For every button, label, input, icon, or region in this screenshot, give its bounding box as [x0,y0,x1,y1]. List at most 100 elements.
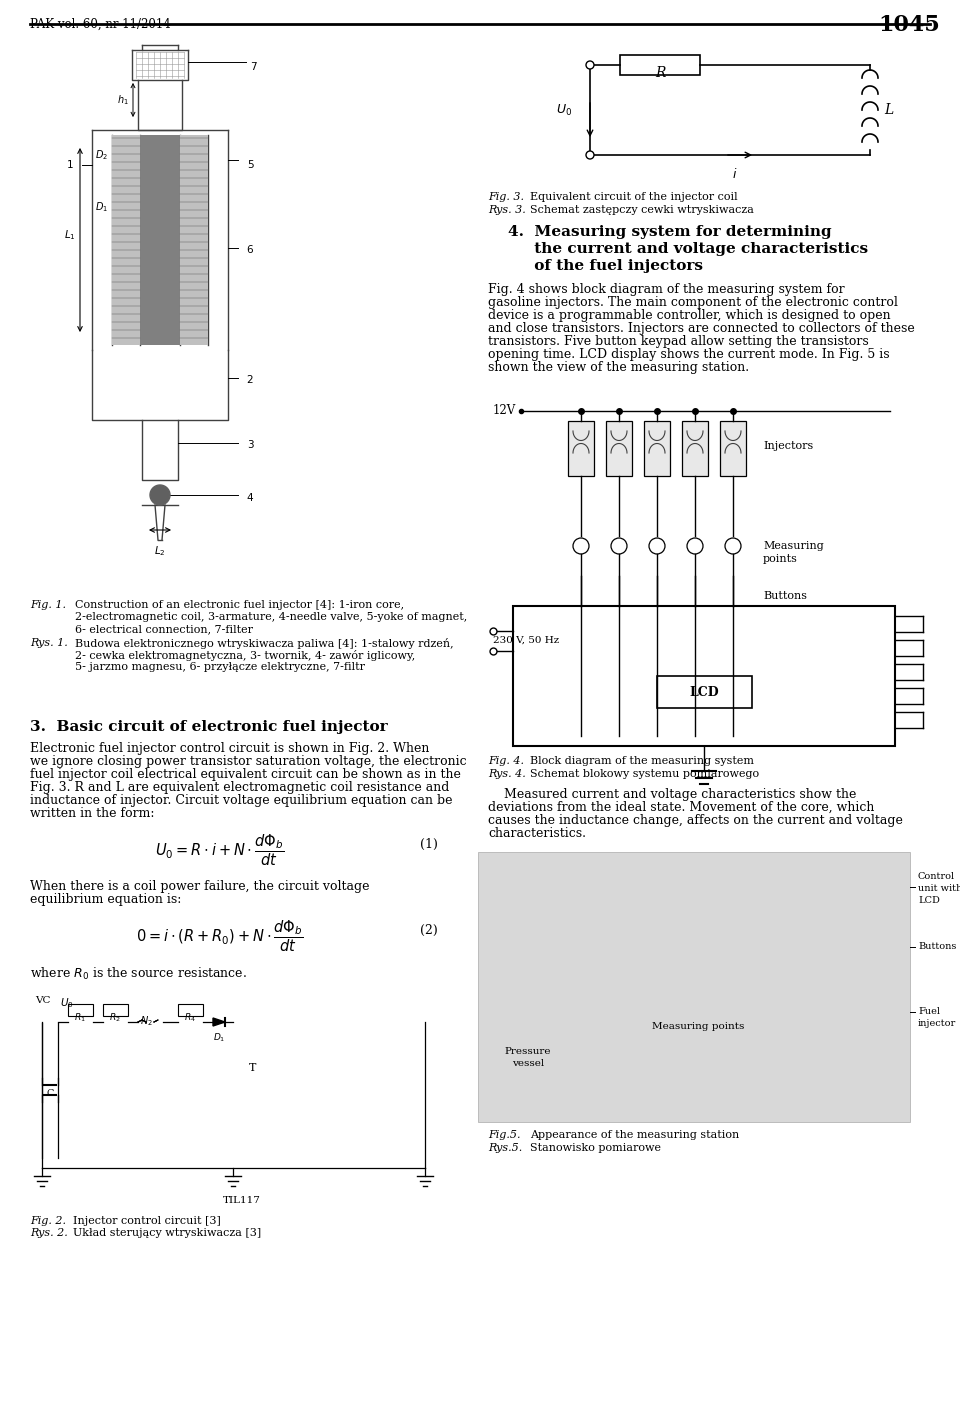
Text: $U_0$: $U_0$ [556,102,572,118]
Bar [682,421,708,476]
Text: Injectors: Injectors [763,441,813,451]
Text: TIL117: TIL117 [223,1196,261,1204]
Text: Rys.5.: Rys.5. [488,1143,522,1153]
Text: L: L [884,102,893,117]
Text: PAK vol. 60, nr 11/2014: PAK vol. 60, nr 11/2014 [30,18,171,31]
Text: $D_1$: $D_1$ [213,1031,226,1044]
Text: $L_1$: $L_1$ [64,228,76,242]
Text: Budowa elektronicznego wtryskiwacza paliwa [4]: 1-stalowy rdzeń,: Budowa elektronicznego wtryskiwacza pali… [75,638,454,648]
Circle shape [725,538,741,555]
Text: $N_2$: $N_2$ [139,1014,153,1028]
Text: T: T [250,1064,256,1074]
Text: inductance of injector. Circuit voltage equilibrium equation can be: inductance of injector. Circuit voltage … [30,793,452,808]
Bar [568,421,594,476]
Text: vessel: vessel [512,1059,544,1068]
Text: 3: 3 [247,439,253,449]
Text: Construction of an electronic fuel injector [4]: 1-iron core,: Construction of an electronic fuel injec… [75,600,404,610]
Text: 2- cewka elektromagnetyczna, 3- twornik, 4- zawór iglicowy,: 2- cewka elektromagnetyczna, 3- twornik,… [75,650,416,661]
Text: shown the view of the measuring station.: shown the view of the measuring station. [488,361,749,374]
Text: Fig.5.: Fig.5. [488,1130,520,1140]
Circle shape [687,538,703,555]
Text: written in the form:: written in the form: [30,808,155,820]
Text: 7: 7 [250,63,256,73]
Text: $R_1$: $R_1$ [74,1011,85,1024]
Polygon shape [213,1018,225,1027]
Bar [103,1004,128,1015]
Text: and close transistors. Injectors are connected to collectors of these: and close transistors. Injectors are con… [488,321,915,336]
Text: where $R_0$ is the source resistance.: where $R_0$ is the source resistance. [30,966,247,983]
Text: Measuring points: Measuring points [652,1022,744,1031]
Text: causes the inductance change, affects on the current and voltage: causes the inductance change, affects on… [488,813,902,828]
Text: $U_0 = R \cdot i + N \cdot \dfrac{d\Phi_b}{dt}$: $U_0 = R \cdot i + N \cdot \dfrac{d\Phi_… [156,832,285,867]
Text: 230 V, 50 Hz: 230 V, 50 Hz [493,636,560,646]
Text: $U_0$: $U_0$ [60,995,74,1010]
Text: 6- electrical connection, 7-filter: 6- electrical connection, 7-filter [75,624,253,634]
Bar [657,675,752,708]
Text: 1045: 1045 [878,14,940,36]
Text: Rys. 2.: Rys. 2. [30,1229,68,1239]
Text: VC: VC [35,995,51,1005]
Bar [180,135,208,346]
Bar [478,385,950,747]
Text: Fig. 2.: Fig. 2. [30,1216,66,1226]
Text: Rys. 1.: Rys. 1. [30,638,68,648]
Text: 2-electromagnetic coil, 3-armature, 4-needle valve, 5-yoke of magnet,: 2-electromagnetic coil, 3-armature, 4-ne… [75,611,468,621]
Text: Stanowisko pomiarowe: Stanowisko pomiarowe [530,1143,661,1153]
Bar [478,852,910,1122]
Text: Fig. 1.: Fig. 1. [30,600,66,610]
Text: 4: 4 [247,493,253,503]
Text: injector: injector [918,1020,956,1028]
Bar [620,55,700,75]
Circle shape [586,61,594,70]
Text: $0 = i \cdot \left(R + R_0\right) + N \cdot \dfrac{d\Phi_b}{dt}$: $0 = i \cdot \left(R + R_0\right) + N \c… [136,919,303,954]
Bar [720,421,746,476]
Text: gasoline injectors. The main component of the electronic control: gasoline injectors. The main component o… [488,296,898,309]
Text: Block diagram of the measuring system: Block diagram of the measuring system [530,757,754,766]
Text: unit with: unit with [918,884,960,893]
Text: equilibrium equation is:: equilibrium equation is: [30,893,181,906]
Text: 12V: 12V [493,404,516,417]
Text: (2): (2) [420,923,438,937]
Text: LCD: LCD [689,685,719,698]
Text: the current and voltage characteristics: the current and voltage characteristics [508,242,868,256]
Circle shape [649,538,665,555]
Text: Buttons: Buttons [918,941,956,951]
Text: Appearance of the measuring station: Appearance of the measuring station [530,1130,739,1140]
Text: Electronic fuel injector control circuit is shown in Fig. 2. When: Electronic fuel injector control circuit… [30,742,429,755]
Bar [112,135,140,346]
Text: $D_2$: $D_2$ [95,148,108,162]
Text: of the fuel injectors: of the fuel injectors [508,259,703,273]
Text: $h_1$: $h_1$ [117,92,129,107]
Text: 2: 2 [247,375,253,385]
Text: $i$: $i$ [732,166,737,181]
Text: Measured current and voltage characteristics show the: Measured current and voltage characteris… [488,788,856,801]
Text: When there is a coil power failure, the circuit voltage: When there is a coil power failure, the … [30,880,370,893]
Text: Układ sterujący wtryskiwacza [3]: Układ sterujący wtryskiwacza [3] [73,1229,261,1239]
Text: Fig. 4 shows block diagram of the measuring system for: Fig. 4 shows block diagram of the measur… [488,283,845,296]
Text: Equivalent circuit of the injector coil: Equivalent circuit of the injector coil [530,192,737,202]
Text: 4.  Measuring system for determining: 4. Measuring system for determining [508,225,831,239]
Text: deviations from the ideal state. Movement of the core, which: deviations from the ideal state. Movemen… [488,801,875,813]
Text: transistors. Five button keypad allow setting the transistors: transistors. Five button keypad allow se… [488,336,869,348]
Text: points: points [763,555,798,565]
Circle shape [586,151,594,159]
Text: R: R [655,65,665,80]
Text: C: C [46,1088,54,1098]
Text: Control: Control [918,872,955,882]
Text: Rys. 3.: Rys. 3. [488,205,526,215]
Text: 5- jarzmo magnesu, 6- przyłącze elektryczne, 7-filtr: 5- jarzmo magnesu, 6- przyłącze elektryc… [75,663,365,673]
Text: Schemat blokowy systemu pomiarowego: Schemat blokowy systemu pomiarowego [530,769,759,779]
Bar [68,1004,93,1015]
Text: Buttons: Buttons [763,592,807,602]
Text: $R_2$: $R_2$ [109,1011,121,1024]
Bar [178,1004,203,1015]
Text: characteristics.: characteristics. [488,828,586,840]
Text: Fig. 4.: Fig. 4. [488,757,524,766]
Text: 6: 6 [247,245,253,255]
Text: Fig. 3.: Fig. 3. [488,192,524,202]
Text: Pressure: Pressure [505,1047,551,1057]
Text: 1: 1 [66,161,73,171]
Text: LCD: LCD [918,896,940,904]
Text: fuel injector coil electrical equivalent circuit can be shown as in the: fuel injector coil electrical equivalent… [30,768,461,781]
Bar [30,988,455,1209]
